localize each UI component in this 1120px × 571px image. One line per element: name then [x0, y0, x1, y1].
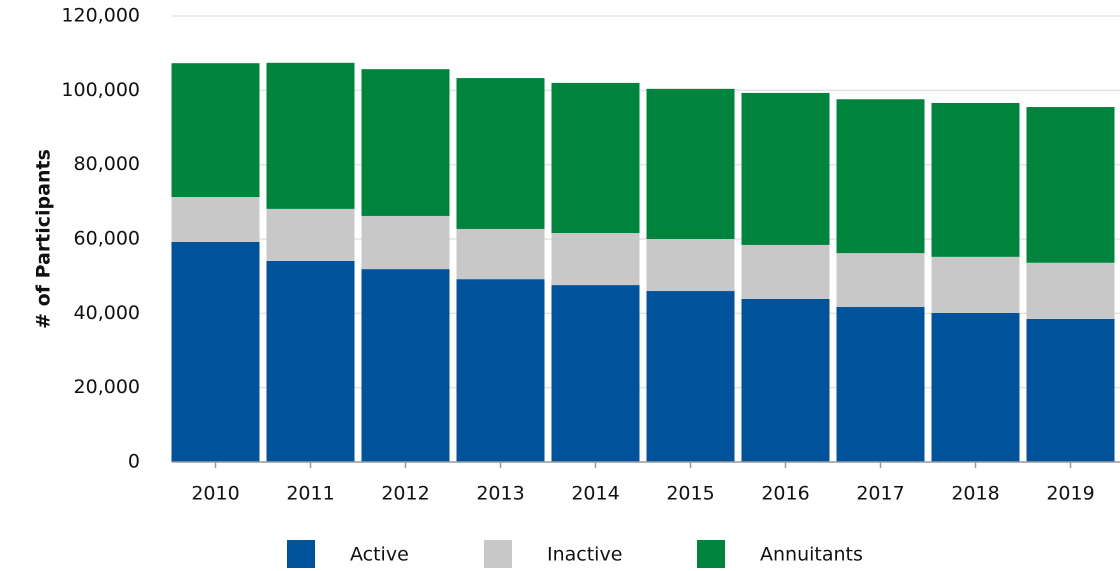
bar-segment — [646, 88, 735, 239]
bar-segment — [836, 99, 925, 254]
bar-segment — [836, 307, 925, 462]
y-tick-label: 60,000 — [74, 228, 140, 250]
bar-segment — [646, 291, 735, 462]
x-tick-label: 2012 — [381, 483, 429, 505]
y-tick-label: 40,000 — [74, 302, 140, 324]
bar-segment — [361, 69, 450, 216]
x-tick-label: 2015 — [666, 483, 714, 505]
x-tick-label: 2019 — [1046, 483, 1094, 505]
x-tick-label: 2010 — [191, 483, 239, 505]
bar-segment — [551, 82, 640, 234]
bar-segment — [171, 241, 260, 462]
bar-segment — [171, 63, 260, 198]
bar-segment — [741, 244, 830, 299]
y-tick-label: 120,000 — [61, 5, 140, 27]
bar-segment — [931, 312, 1020, 462]
x-tick-label: 2011 — [286, 483, 334, 505]
bar-segment — [266, 208, 355, 261]
bar-segment — [646, 239, 735, 292]
legend-swatch — [484, 540, 512, 568]
bar-segment — [456, 228, 545, 280]
bar-segment — [551, 285, 640, 462]
bar-segment — [456, 78, 545, 229]
bar-segment — [551, 233, 640, 286]
bar-segment — [361, 269, 450, 462]
y-tick-label: 0 — [128, 451, 140, 473]
legend-label: Inactive — [547, 544, 622, 566]
bar-segment — [931, 256, 1020, 313]
bar-segment — [1026, 262, 1115, 319]
bar-segment — [1026, 107, 1115, 263]
bar-segment — [171, 197, 260, 242]
bar-segment — [1026, 318, 1115, 462]
y-axis-title: # of Participants — [33, 149, 55, 329]
legend-swatch — [287, 540, 315, 568]
legend-swatch — [697, 540, 725, 568]
bar-segment — [741, 298, 830, 462]
x-tick-label: 2013 — [476, 483, 524, 505]
legend-label: Annuitants — [760, 544, 863, 566]
y-tick-label: 80,000 — [74, 153, 140, 175]
x-tick-label: 2017 — [856, 483, 904, 505]
x-tick-label: 2016 — [761, 483, 809, 505]
bar-segment — [456, 279, 545, 462]
x-tick-label: 2014 — [571, 483, 619, 505]
bar-segment — [266, 62, 355, 209]
x-tick-label: 2018 — [951, 483, 999, 505]
bar-segment — [361, 215, 450, 270]
bar-segment — [931, 102, 1020, 257]
y-tick-label: 100,000 — [61, 79, 140, 101]
y-tick-label: 20,000 — [74, 376, 140, 398]
bar-segment — [836, 253, 925, 308]
bar-segment — [266, 260, 355, 462]
bar-segment — [741, 92, 830, 245]
legend-label: Active — [350, 544, 409, 566]
